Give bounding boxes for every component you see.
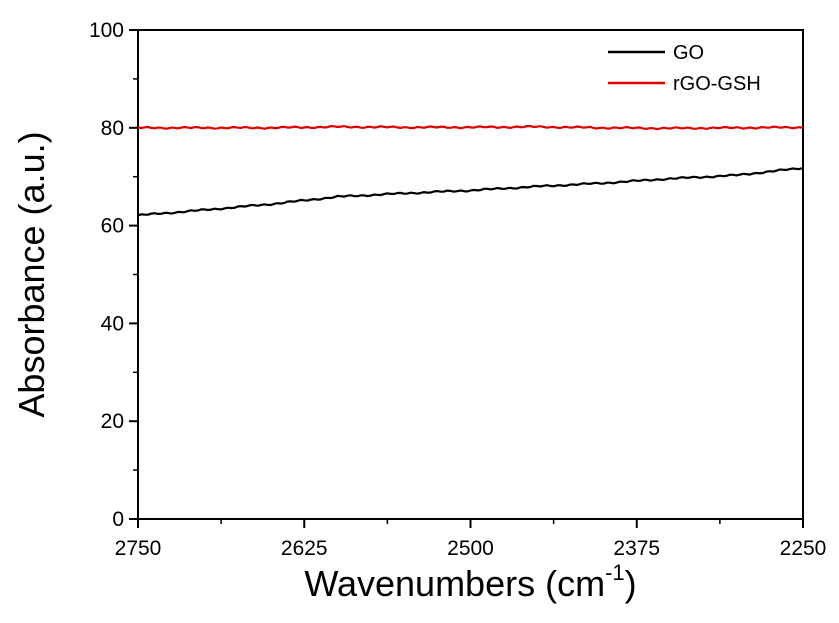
x-axis-title-superscript: -1 <box>605 560 625 585</box>
x-tick-label: 2375 <box>613 537 660 560</box>
x-tick-label: 2250 <box>780 537 827 560</box>
x-axis-title-text: Wavenumbers (cm <box>304 563 605 604</box>
legend-label: rGO-GSH <box>673 73 761 95</box>
y-tick-label: 60 <box>101 215 124 238</box>
x-axis-title-close: ) <box>625 563 637 604</box>
series-line-go <box>137 166 804 217</box>
plot-area <box>137 29 804 520</box>
x-axis: 2750 2625 2500 2375 2250 <box>115 519 827 560</box>
legend-label: GO <box>673 42 704 64</box>
y-tick-label: 40 <box>101 312 124 335</box>
series-line-rgo-gsh <box>137 124 804 131</box>
plot-frame <box>137 29 804 520</box>
y-axis-title: Absorbance (a.u.) <box>11 131 52 417</box>
series-layer <box>137 124 804 217</box>
legend: GO rGO-GSH <box>608 42 761 95</box>
y-tick-label: 80 <box>101 117 124 140</box>
y-axis: 0 20 40 60 80 100 <box>89 19 138 531</box>
y-tick-label: 100 <box>89 19 124 42</box>
x-tick-label: 2750 <box>115 537 162 560</box>
y-tick-label: 20 <box>101 410 124 433</box>
y-tick-label: 0 <box>112 508 124 531</box>
x-tick-label: 2625 <box>281 537 328 560</box>
x-tick-label: 2500 <box>447 537 494 560</box>
x-axis-title: Wavenumbers (cm-1) <box>304 560 636 604</box>
